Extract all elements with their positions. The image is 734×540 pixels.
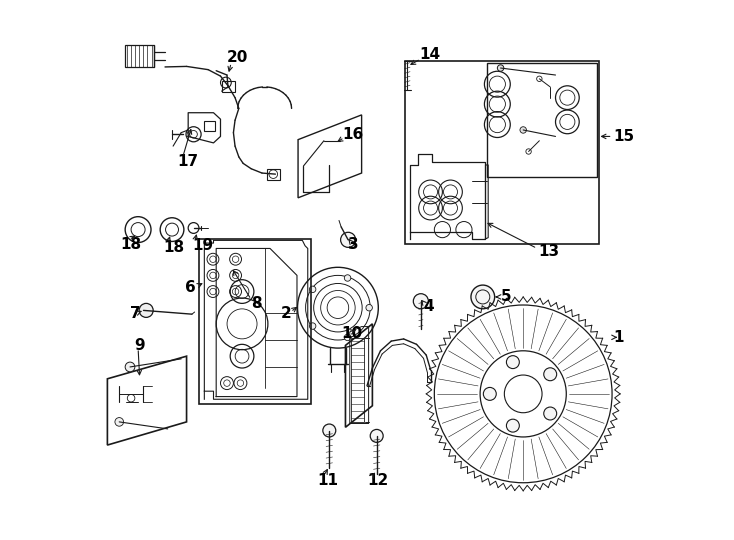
Text: 18: 18	[164, 240, 184, 255]
Text: 7: 7	[130, 306, 141, 321]
Text: 9: 9	[134, 338, 145, 353]
Circle shape	[366, 305, 372, 311]
Bar	[204, 122, 215, 131]
Circle shape	[484, 387, 496, 400]
Text: 19: 19	[192, 238, 213, 253]
Text: 4: 4	[424, 299, 435, 314]
Circle shape	[344, 334, 351, 341]
Circle shape	[544, 368, 556, 381]
Text: 6: 6	[185, 280, 196, 295]
Text: 2: 2	[281, 306, 291, 321]
Circle shape	[310, 323, 316, 329]
Bar	[222, 81, 234, 92]
Circle shape	[506, 356, 520, 369]
Bar	[351, 339, 364, 422]
Text: 20: 20	[227, 50, 248, 65]
Text: 5: 5	[501, 289, 511, 305]
Circle shape	[413, 294, 429, 309]
Bar	[199, 239, 311, 403]
Bar	[487, 63, 597, 177]
Circle shape	[370, 429, 383, 442]
Circle shape	[323, 424, 335, 437]
Text: 15: 15	[614, 129, 635, 144]
Text: 12: 12	[367, 472, 388, 488]
Circle shape	[126, 362, 135, 372]
Text: 16: 16	[343, 127, 364, 142]
Bar	[125, 45, 154, 67]
Text: 8: 8	[251, 296, 262, 311]
Circle shape	[310, 286, 316, 293]
Bar	[267, 168, 280, 179]
Circle shape	[115, 417, 123, 426]
Text: 10: 10	[341, 326, 363, 341]
Text: 14: 14	[420, 47, 441, 62]
Text: 18: 18	[120, 237, 142, 252]
Circle shape	[344, 275, 351, 281]
Text: 3: 3	[348, 237, 359, 252]
Text: 13: 13	[538, 244, 559, 259]
Bar	[404, 61, 599, 244]
Circle shape	[506, 419, 520, 432]
Circle shape	[544, 407, 556, 420]
Circle shape	[341, 232, 356, 247]
Text: 1: 1	[614, 330, 624, 345]
Text: 17: 17	[178, 154, 198, 168]
Circle shape	[471, 285, 495, 309]
Circle shape	[498, 65, 504, 71]
Circle shape	[139, 303, 153, 318]
Text: 11: 11	[317, 472, 338, 488]
Circle shape	[520, 127, 526, 133]
